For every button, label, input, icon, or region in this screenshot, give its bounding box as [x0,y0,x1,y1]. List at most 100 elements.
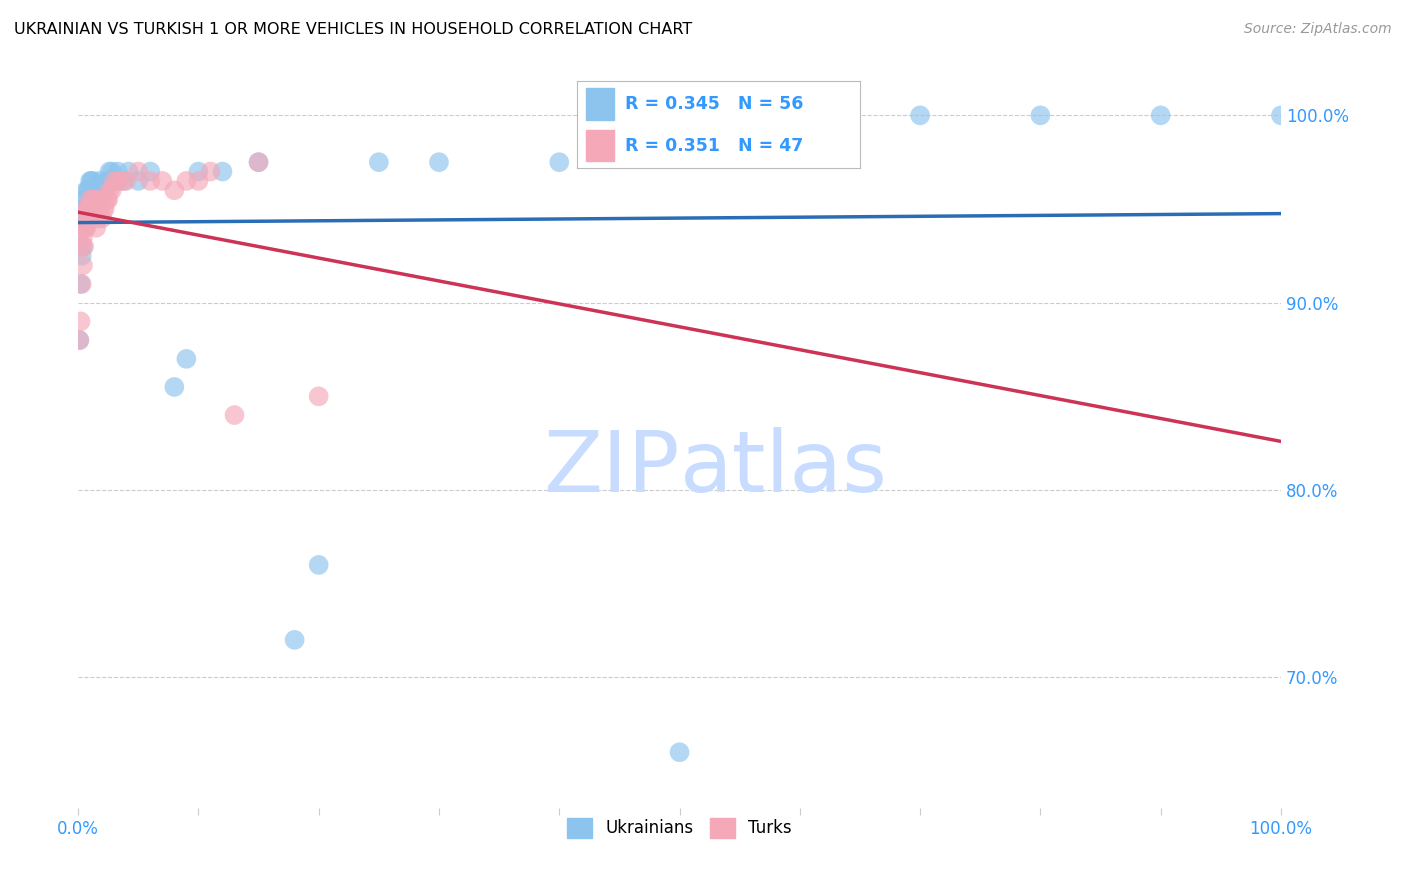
Point [908,108,931,122]
Point [82,174,104,188]
Point [110,174,132,188]
Point [247,155,270,169]
Point [90,183,112,197]
Point [127,164,149,178]
Point [84,193,107,207]
Text: atlas: atlas [679,426,887,509]
Point [548,155,571,169]
Point [107,174,129,188]
Point [72,258,94,272]
Point [86,202,108,216]
Text: Source: ZipAtlas.com: Source: ZipAtlas.com [1244,22,1392,37]
Point [67,333,90,347]
Point [150,174,173,188]
Point [139,164,162,178]
Point [96,193,118,207]
Point [103,174,125,188]
Point [79,193,101,207]
Point [224,408,246,422]
Point [308,389,330,403]
Point [187,164,209,178]
Point [139,174,162,188]
Point [93,202,115,216]
Point [75,220,97,235]
Point [70,220,93,235]
Point [76,220,98,235]
Point [668,745,690,759]
Point [89,202,111,216]
Point [77,202,100,216]
Point [79,211,101,226]
Point [72,239,94,253]
Point [70,277,93,291]
Point [87,211,110,226]
Point [83,202,105,216]
Point [69,277,91,291]
Point [367,155,389,169]
Point [247,155,270,169]
Point [176,351,198,366]
Point [84,183,107,197]
Text: ZIP: ZIP [543,426,679,509]
Point [77,183,100,197]
Point [69,314,91,328]
Point [163,183,186,197]
Point [70,239,93,253]
Point [93,183,115,197]
Point [103,174,125,188]
Point [75,211,97,226]
Point [73,239,96,253]
Point [80,174,103,188]
Point [200,164,222,178]
Point [76,202,98,216]
Point [115,174,138,188]
Point [89,174,111,188]
Point [90,193,112,207]
Point [127,174,149,188]
Point [76,183,98,197]
Point [82,193,104,207]
Point [98,164,121,178]
Point [75,220,97,235]
Point [73,211,96,226]
Point [73,220,96,235]
Point [91,211,114,226]
Point [83,183,105,197]
Point [97,193,120,207]
Point [72,202,94,216]
Point [284,632,307,647]
Point [80,202,103,216]
Point [112,174,135,188]
Point [1270,108,1292,122]
Point [76,202,98,216]
Point [86,183,108,197]
Point [427,155,450,169]
Point [176,174,198,188]
Point [79,193,101,207]
Point [79,174,101,188]
Point [1029,108,1052,122]
Point [96,174,118,188]
Point [187,174,209,188]
Point [94,193,117,207]
Point [84,193,107,207]
Point [75,193,97,207]
Point [163,380,186,394]
Point [1150,108,1173,122]
Point [101,183,124,197]
Point [107,164,129,178]
Point [91,183,114,197]
Point [73,193,96,207]
Point [76,202,98,216]
Point [76,211,98,226]
Point [80,202,103,216]
Point [211,164,233,178]
Point [98,183,121,197]
Point [76,183,98,197]
Point [77,202,100,216]
Point [84,220,107,235]
Point [97,174,120,188]
Point [67,333,90,347]
Point [72,230,94,244]
Legend: Ukrainians, Turks: Ukrainians, Turks [561,811,799,845]
